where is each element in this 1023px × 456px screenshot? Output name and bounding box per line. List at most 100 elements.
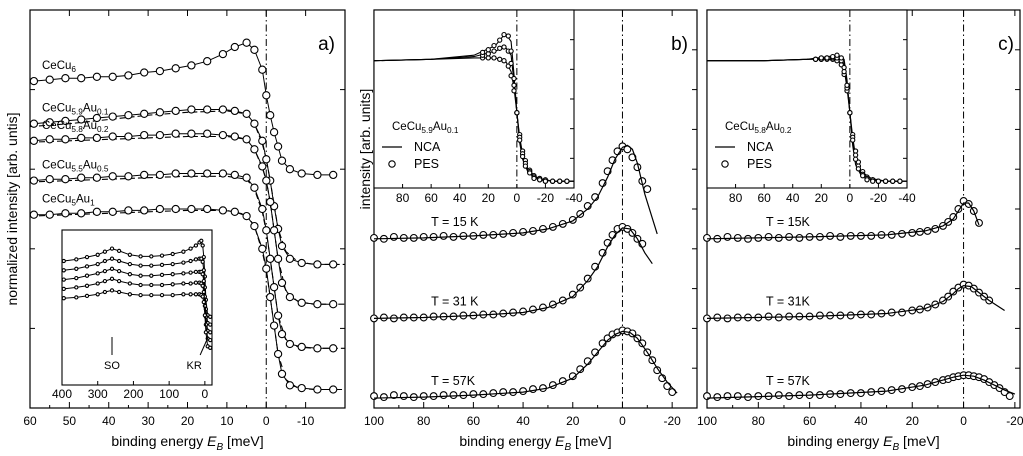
data-point	[77, 74, 86, 83]
inset-data-point	[501, 44, 507, 50]
data-point	[155, 204, 165, 214]
inset-data-point	[74, 257, 79, 262]
data-point	[269, 321, 279, 330]
x-tick-label: 20	[566, 414, 580, 428]
y-axis-label: intensity [arb. units]	[357, 89, 373, 210]
data-point	[140, 68, 149, 77]
inset-sample-label-part: 0.1	[447, 126, 459, 135]
data-point	[242, 109, 251, 118]
data-point	[285, 254, 295, 263]
data-point	[277, 156, 287, 165]
inset-x-tick-label: 200	[123, 387, 143, 401]
x-axis-label: binding energy EB [meV]	[459, 433, 611, 453]
inset-data-point	[852, 156, 859, 162]
data-point	[313, 170, 322, 180]
data-point	[273, 349, 283, 359]
data-point	[187, 129, 196, 138]
sample-label-part: CeCu	[42, 194, 71, 206]
data-point	[389, 391, 398, 400]
inset-data-point	[841, 64, 847, 71]
panel-letter-a: a)	[318, 34, 335, 55]
x-tick-label: 40	[854, 414, 868, 428]
x-tick-label: 60	[467, 414, 481, 428]
inset-data-point	[95, 252, 100, 257]
data-point	[29, 76, 39, 86]
data-point	[218, 49, 228, 59]
x-axis-label-text: binding energy	[111, 433, 207, 449]
data-point	[258, 244, 267, 253]
temperature-label: T = 31 K	[431, 294, 479, 308]
data-point	[285, 381, 295, 390]
inset-data-point	[170, 251, 175, 257]
inset-data-point	[200, 272, 205, 277]
inset-data-point	[522, 163, 529, 169]
data-point	[250, 183, 259, 192]
data-point	[77, 173, 86, 182]
sample-label: CeCu6	[42, 60, 76, 74]
inset-data-point	[109, 288, 115, 293]
inset-data-point	[844, 82, 850, 88]
data-point	[29, 210, 39, 219]
inset-x-tick-label: 0	[202, 387, 209, 401]
inset-data-point	[61, 296, 66, 301]
data-point	[29, 119, 39, 128]
inset-data-point	[202, 313, 208, 318]
data-point	[836, 232, 845, 241]
x-tick-label: 30	[141, 414, 155, 428]
data-point	[218, 169, 228, 178]
x-tick-label: 80	[752, 414, 766, 428]
inset-data-point	[830, 53, 836, 60]
data-point	[61, 74, 70, 83]
data-point	[576, 283, 585, 292]
sample-label-part: 5.5	[71, 165, 83, 174]
data-point	[124, 71, 133, 80]
data-point	[258, 162, 267, 171]
data-point	[399, 392, 408, 401]
data-point	[171, 64, 180, 73]
data-point	[92, 173, 102, 182]
inset-data-point	[127, 272, 133, 277]
data-point	[489, 389, 498, 398]
series-2: CeCu5.8Au0.2	[29, 120, 345, 309]
data-point	[653, 366, 662, 375]
inset-data-point	[531, 175, 537, 182]
inset-data-point	[519, 153, 526, 160]
inset-data-point	[527, 170, 533, 176]
inset-x-tick-label: 400	[52, 387, 72, 401]
data-point	[285, 165, 295, 174]
inset-data-point	[890, 178, 896, 184]
temperature-label: T = 31K	[766, 294, 811, 308]
data-point	[258, 65, 267, 74]
inset-data-point	[170, 261, 175, 267]
x-axis-label-subscript: B	[216, 442, 223, 453]
data-point	[370, 233, 378, 242]
data-point	[203, 105, 212, 114]
data-point	[108, 172, 117, 181]
data-point	[519, 387, 528, 396]
inset-data-point	[159, 262, 165, 268]
data-point	[285, 292, 295, 302]
inset-data-point	[74, 295, 79, 300]
inset-data-point	[61, 258, 66, 264]
data-point	[230, 42, 239, 52]
inset-data-point	[149, 254, 154, 259]
data-point	[250, 119, 259, 128]
x-tick-label: -20	[1006, 414, 1023, 428]
sample-label: CeCu5.8Au0.2	[42, 120, 109, 134]
inset-c: 80 60 40 20 0 -20 -40 CeCu5.8Au0.2 NCA PES	[706, 9, 916, 205]
inset-sample-label-part: 5.8	[754, 126, 766, 135]
data-point	[723, 392, 732, 401]
inset-x-tick-label: 20	[815, 191, 829, 205]
x-axis-label-symbol: E	[883, 433, 893, 449]
inset-data-point	[870, 178, 876, 184]
inset-data-point	[127, 281, 133, 286]
series-4: CeCu5Au1	[29, 194, 345, 394]
data-point	[277, 369, 287, 379]
inset-sample-label: CeCu5.8Au0.2	[725, 121, 792, 135]
sample-label-part: 0.5	[97, 165, 109, 174]
inset-data-point	[127, 261, 133, 267]
fit-curve	[373, 227, 653, 319]
series-0: T = 15K	[703, 197, 983, 243]
data-point	[313, 385, 322, 394]
inset-annotation: SO	[104, 360, 120, 372]
